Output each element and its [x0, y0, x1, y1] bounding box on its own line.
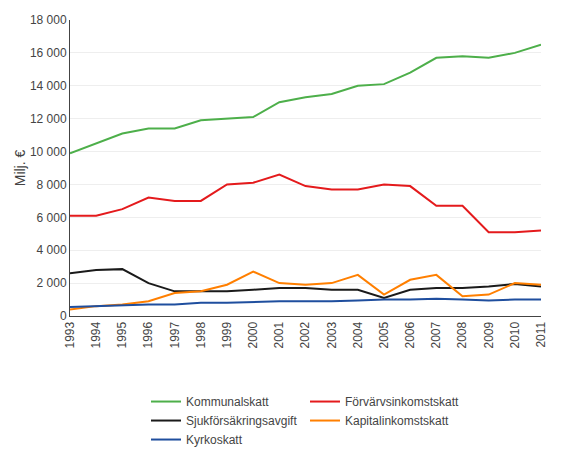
svg-text:10 000: 10 000	[30, 145, 67, 159]
svg-text:1996: 1996	[141, 321, 155, 348]
svg-text:18 000: 18 000	[30, 13, 67, 27]
svg-text:2002: 2002	[298, 321, 312, 348]
svg-text:16 000: 16 000	[30, 46, 67, 60]
svg-text:2011: 2011	[534, 321, 548, 347]
svg-text:12 000: 12 000	[30, 112, 67, 126]
svg-text:Kapitalinkomstskatt: Kapitalinkomstskatt	[345, 414, 449, 428]
svg-text:2009: 2009	[482, 321, 496, 348]
svg-text:Kyrkoskatt: Kyrkoskatt	[186, 433, 243, 447]
svg-text:2010: 2010	[508, 321, 522, 348]
svg-text:1995: 1995	[115, 321, 129, 348]
svg-text:0: 0	[60, 309, 67, 323]
svg-text:Milj. €: Milj. €	[12, 150, 28, 187]
svg-text:2003: 2003	[325, 321, 339, 348]
svg-text:2000: 2000	[246, 321, 260, 348]
svg-text:2006: 2006	[403, 321, 417, 348]
svg-text:Sjukförsäkringsavgift: Sjukförsäkringsavgift	[186, 414, 297, 428]
svg-text:8 000: 8 000	[37, 178, 67, 192]
svg-text:2001: 2001	[272, 321, 286, 348]
svg-text:1998: 1998	[194, 321, 208, 348]
svg-text:1994: 1994	[89, 321, 103, 348]
svg-text:6 000: 6 000	[37, 211, 67, 225]
svg-text:2004: 2004	[351, 321, 365, 348]
svg-text:2 000: 2 000	[37, 276, 67, 290]
svg-text:14 000: 14 000	[30, 79, 67, 93]
svg-text:2007: 2007	[429, 321, 443, 348]
svg-text:Kommunalskatt: Kommunalskatt	[186, 395, 269, 409]
svg-text:Förvärvsinkomstskatt: Förvärvsinkomstskatt	[345, 395, 459, 409]
svg-text:1999: 1999	[220, 321, 234, 348]
svg-text:4 000: 4 000	[37, 243, 67, 257]
svg-text:1993: 1993	[63, 321, 77, 348]
svg-text:1997: 1997	[168, 321, 182, 348]
svg-text:2005: 2005	[377, 321, 391, 348]
svg-text:2008: 2008	[455, 321, 469, 348]
